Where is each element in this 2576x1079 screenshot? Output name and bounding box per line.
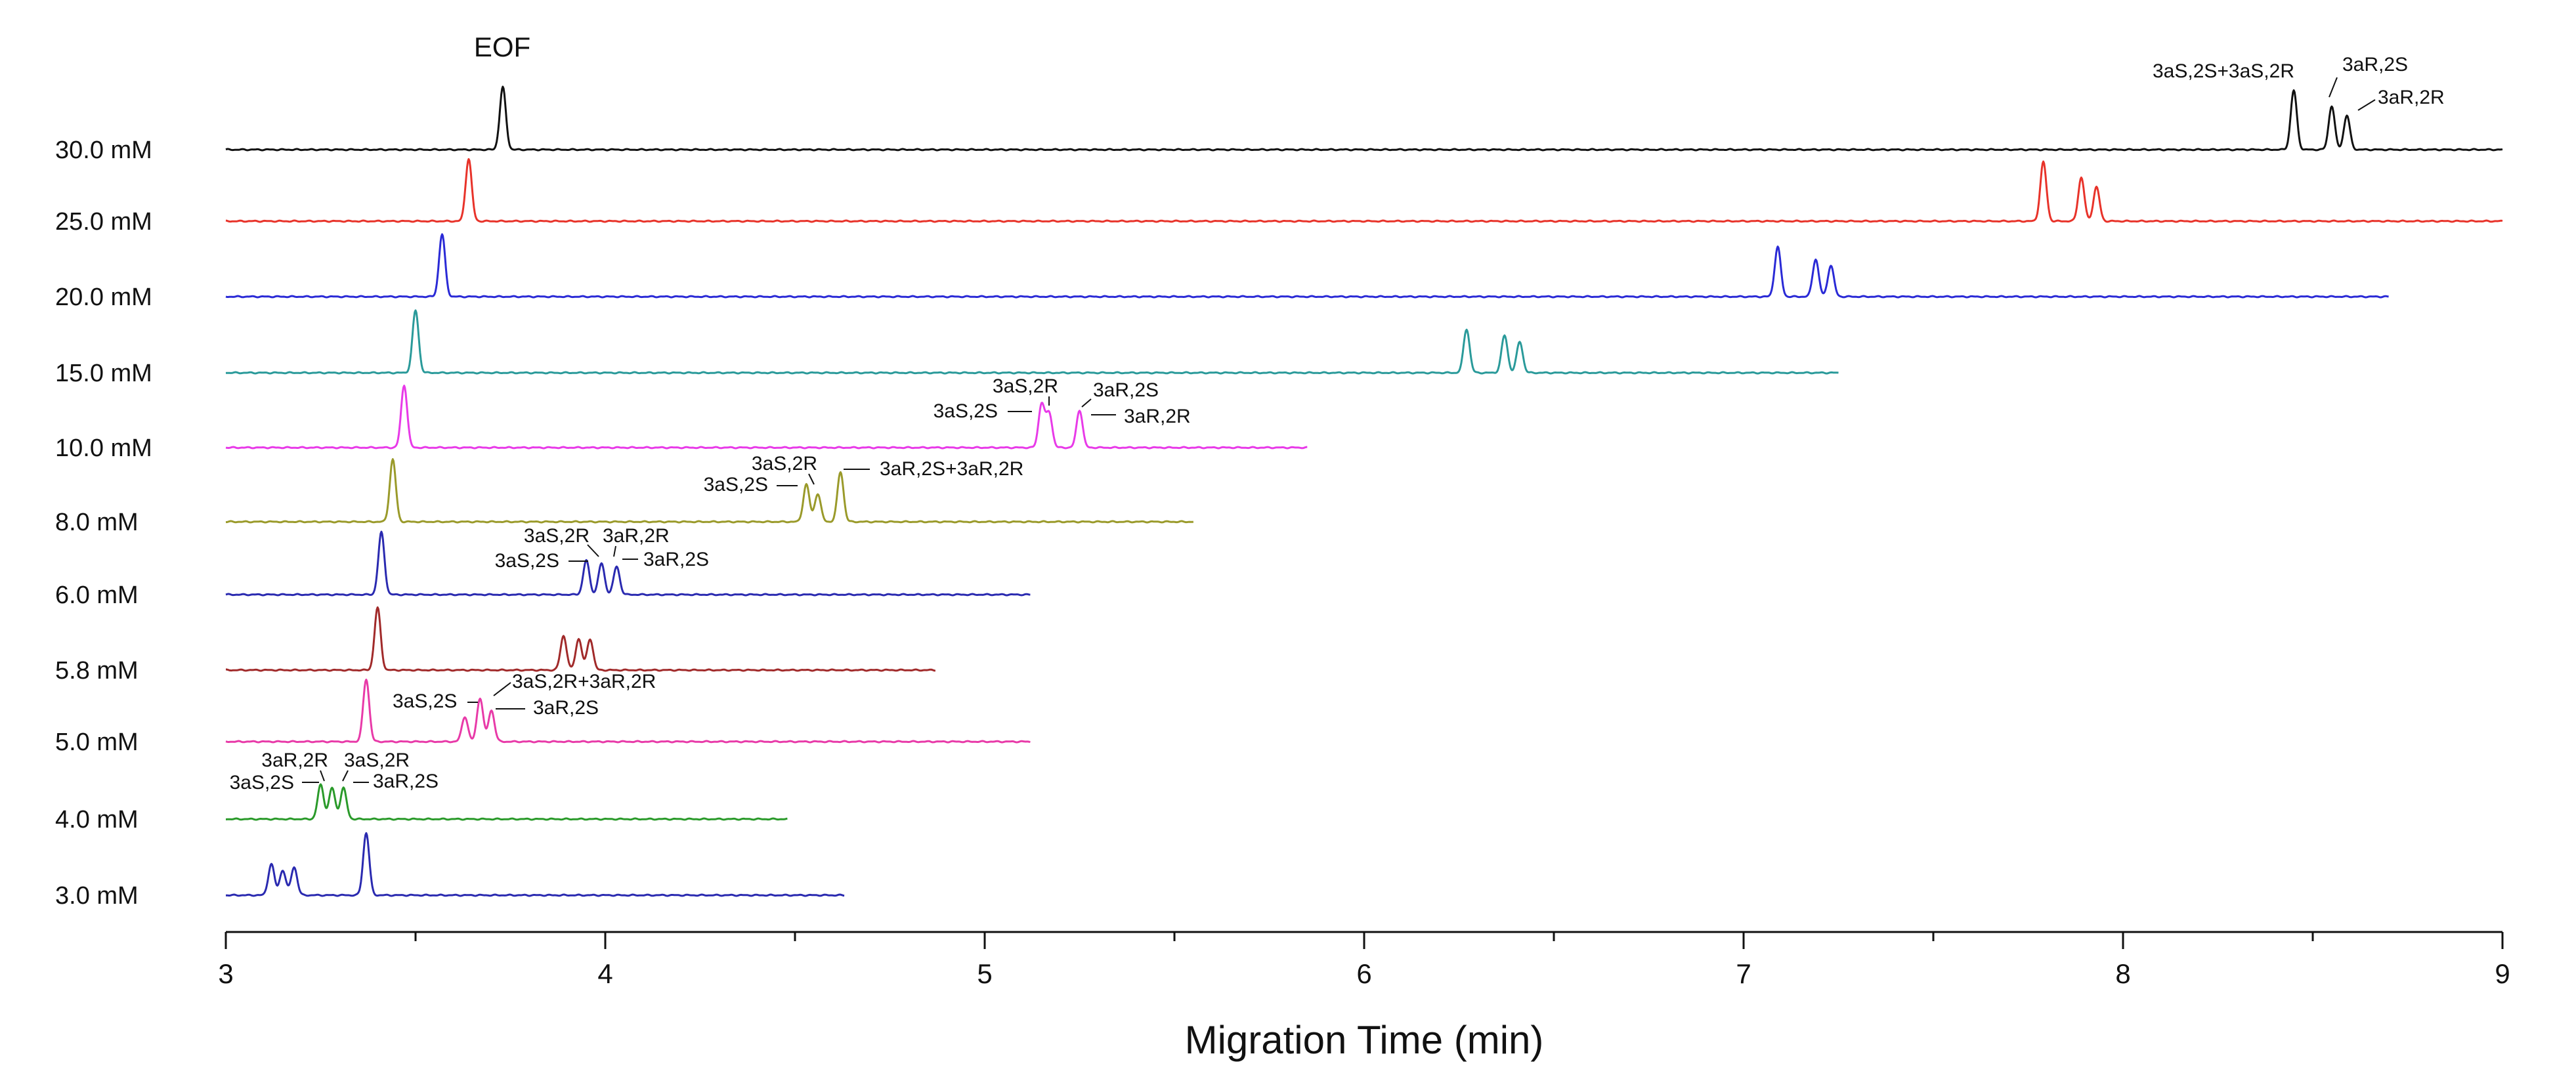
x-tick-label: 9: [2495, 958, 2510, 989]
peak-annotation-label: 3aR,2S: [2342, 54, 2408, 75]
concentration-label: 4.0 mM: [55, 806, 139, 834]
annotation-leader-line: [587, 544, 599, 557]
annotation-leader-line: [613, 545, 616, 557]
x-axis-ticks: 3 4 5 6 7 8 9: [218, 932, 2510, 989]
peak-annotation-label: 3aS,2R: [993, 375, 1058, 397]
trace-5_8-mM: [225, 606, 936, 672]
trace-8_0-mM: [225, 458, 1194, 524]
peak-annotation-label: 3aS,2R: [524, 525, 590, 547]
trace-15_0-mM: [225, 309, 1839, 375]
peak-annotation-label: 3aS,2S: [495, 550, 559, 572]
peak-annotation-label: 3aR,2R: [603, 525, 670, 547]
trace-6_0-mM: [225, 530, 1031, 597]
trace-25_0-mM: [225, 158, 2503, 223]
annotation-leader-line: [493, 682, 511, 696]
peak-annotation-label: 3aR,2S: [533, 697, 599, 719]
annotation-leader-line: [2357, 99, 2376, 111]
annotation-leader-line: [808, 473, 815, 485]
x-axis-title: Migration Time (min): [1185, 1018, 1544, 1062]
concentration-labels: 30.0 mM 25.0 mM 20.0 mM 15.0 mM 10.0 mM 8.0 m…: [55, 137, 152, 910]
trace-20_0-mM: [225, 233, 2389, 299]
trace-5_0-mM: [225, 679, 1031, 744]
peak-annotation-label: 3aS,2S+3aS,2R: [2153, 60, 2294, 82]
concentration-label: 15.0 mM: [55, 360, 152, 387]
trace-3_0-mM: [225, 832, 845, 897]
x-tick-label: 7: [1736, 958, 1751, 989]
concentration-label: 30.0 mM: [55, 137, 152, 164]
peak-annotation-label: 3aR,2R: [1124, 406, 1191, 427]
peak-annotation-label: 3aR,2R: [261, 750, 328, 771]
traces-group: [225, 85, 2503, 897]
peak-annotation-label: 3aS,2S: [934, 400, 998, 422]
peak-annotation-label: 3aR,2S+3aR,2R: [880, 458, 1023, 480]
peak-annotation-label: 3aS,2S: [230, 772, 294, 793]
peak-annotation-label: 3aR,2S: [373, 771, 439, 792]
peak-annotation-label: 3aR,2S: [643, 549, 709, 570]
peak-annotation-label: 3aS,2S: [393, 690, 457, 712]
eof-label: EOF: [474, 32, 530, 62]
concentration-label: 5.8 mM: [55, 657, 139, 685]
concentration-label: 8.0 mM: [55, 509, 139, 536]
peak-annotation-label: 3aS,2S: [704, 474, 768, 496]
annotation-leader-line: [320, 770, 325, 782]
trace-30_0-mM: [225, 85, 2503, 152]
concentration-label: 10.0 mM: [55, 434, 152, 462]
annotation-leader-line: [1081, 398, 1092, 408]
peak-annotation-label: 3aR,2S: [1093, 379, 1159, 401]
annotation-leader-line: [342, 770, 349, 782]
annotation-leader-line: [2329, 77, 2338, 98]
x-tick-label: 6: [1356, 958, 1371, 989]
trace-10_0-mM: [225, 385, 1308, 450]
x-tick-label: 8: [2115, 958, 2130, 989]
peak-annotation-label: 3aS,2R: [344, 750, 410, 771]
x-tick-label: 5: [977, 958, 992, 989]
peak-annotation-label: 3aS,2R+3aR,2R: [512, 671, 656, 692]
concentration-label: 25.0 mM: [55, 208, 152, 236]
peak-annotation-label: 3aS,2R: [752, 453, 817, 475]
peak-annotation-label: 3aR,2R: [2378, 87, 2445, 108]
concentration-label: 6.0 mM: [55, 582, 139, 609]
concentration-label: 3.0 mM: [55, 882, 139, 910]
concentration-label: 20.0 mM: [55, 284, 152, 311]
trace-4_0-mM: [225, 783, 788, 821]
x-tick-label: 3: [218, 958, 233, 989]
concentration-label: 5.0 mM: [55, 729, 139, 756]
x-tick-label: 4: [597, 958, 612, 989]
